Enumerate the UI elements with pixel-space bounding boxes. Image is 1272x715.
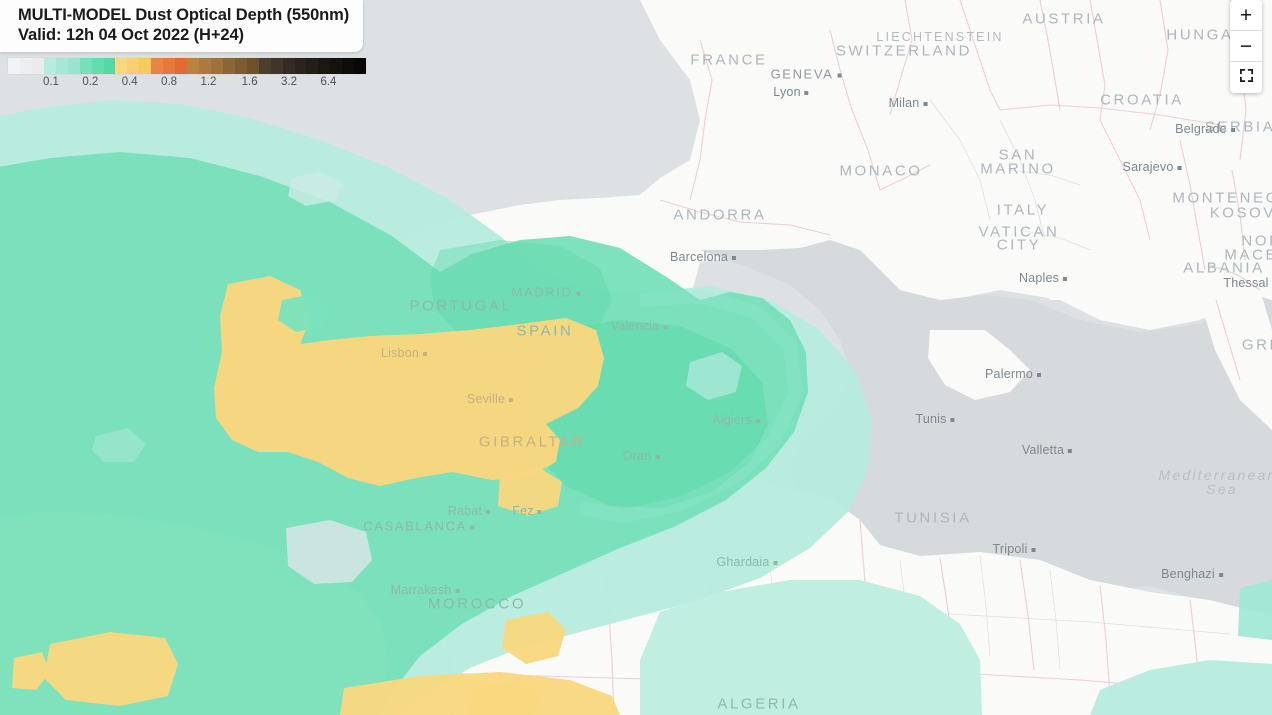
colorbar-segment-15 [187, 58, 199, 74]
zoom-in-button[interactable]: + [1230, 0, 1262, 31]
colorbar-segment-21 [258, 58, 271, 74]
colorbar-segment-17 [210, 58, 223, 74]
colorbar-segment-18 [222, 58, 235, 74]
colorbar-segment-3 [43, 58, 56, 74]
colorbar-tick-1.2: 1.2 [200, 76, 217, 88]
italy-peninsula [955, 105, 1120, 315]
plus-icon: + [1239, 3, 1253, 27]
colorbar-segment-26 [318, 58, 331, 74]
colorbar-segment-24 [294, 58, 307, 74]
colorbar-segment-20 [246, 58, 259, 74]
forecast-title-valid-time: Valid: 12h 04 Oct 2022 (H+24) [18, 26, 244, 45]
colorbar-tick-1.6: 1.6 [241, 76, 258, 88]
colorbar-segment-0 [8, 58, 20, 74]
colorbar-segment-6 [79, 58, 92, 74]
fullscreen-button[interactable] [1230, 62, 1262, 93]
colorbar-segment-14 [175, 58, 188, 74]
colorbar-segment-7 [91, 58, 104, 74]
colorbar-segment-10 [127, 58, 140, 74]
colorbar-segment-4 [55, 58, 68, 74]
fullscreen-icon [1239, 68, 1254, 88]
colorbar-segment-23 [282, 58, 295, 74]
colorbar-tick-0.4: 0.4 [121, 76, 138, 88]
colorbar-segment-8 [103, 58, 116, 74]
colorbar-segment-12 [151, 58, 164, 74]
forecast-title-panel: MULTI-MODEL Dust Optical Depth (550nm) V… [0, 0, 364, 53]
colorbar-tick-labels: 0.1 0.2 0.4 0.8 1.2 1.6 3.2 6.4 [8, 74, 366, 92]
colorbar-segment-29 [354, 58, 367, 74]
colorbar-tick-6.4: 6.4 [320, 76, 337, 88]
dust-holes [92, 172, 742, 584]
colorbar-tick-3.2: 3.2 [281, 76, 298, 88]
colorbar-segment-2 [31, 58, 44, 74]
minus-icon: − [1239, 34, 1253, 58]
map-controls[interactable]: + − [1230, 0, 1262, 93]
dust-contour-0.4 [12, 276, 620, 715]
colorbar-segment-28 [342, 58, 355, 74]
colorbar-tick-0.2: 0.2 [82, 76, 99, 88]
colorbar-tick-0.8: 0.8 [161, 76, 178, 88]
colorbar-segment-25 [306, 58, 319, 74]
colorbar-segment-11 [139, 58, 152, 74]
colorbar-tick-0.1: 0.1 [42, 76, 59, 88]
colorbar-segment-27 [330, 58, 343, 74]
colorbar-segment-5 [67, 58, 80, 74]
balkans-land [1090, 30, 1272, 430]
colorbar-segment-19 [234, 58, 247, 74]
colorbar-segment-16 [199, 58, 211, 74]
colorbar-legend: 0.1 0.2 0.4 0.8 1.2 1.6 3.2 6.4 [8, 58, 367, 92]
zoom-out-button[interactable]: − [1230, 31, 1262, 62]
colorbar-segment-13 [163, 58, 176, 74]
forecast-title-primary: MULTI-MODEL Dust Optical Depth (550nm) [18, 6, 350, 24]
colorbar-segment-1 [19, 58, 32, 74]
colorbar-segment-9 [115, 58, 128, 74]
colorbar-segment-22 [270, 58, 283, 74]
plume-soft-edges [578, 288, 804, 524]
colorbar-gradient [8, 58, 367, 74]
